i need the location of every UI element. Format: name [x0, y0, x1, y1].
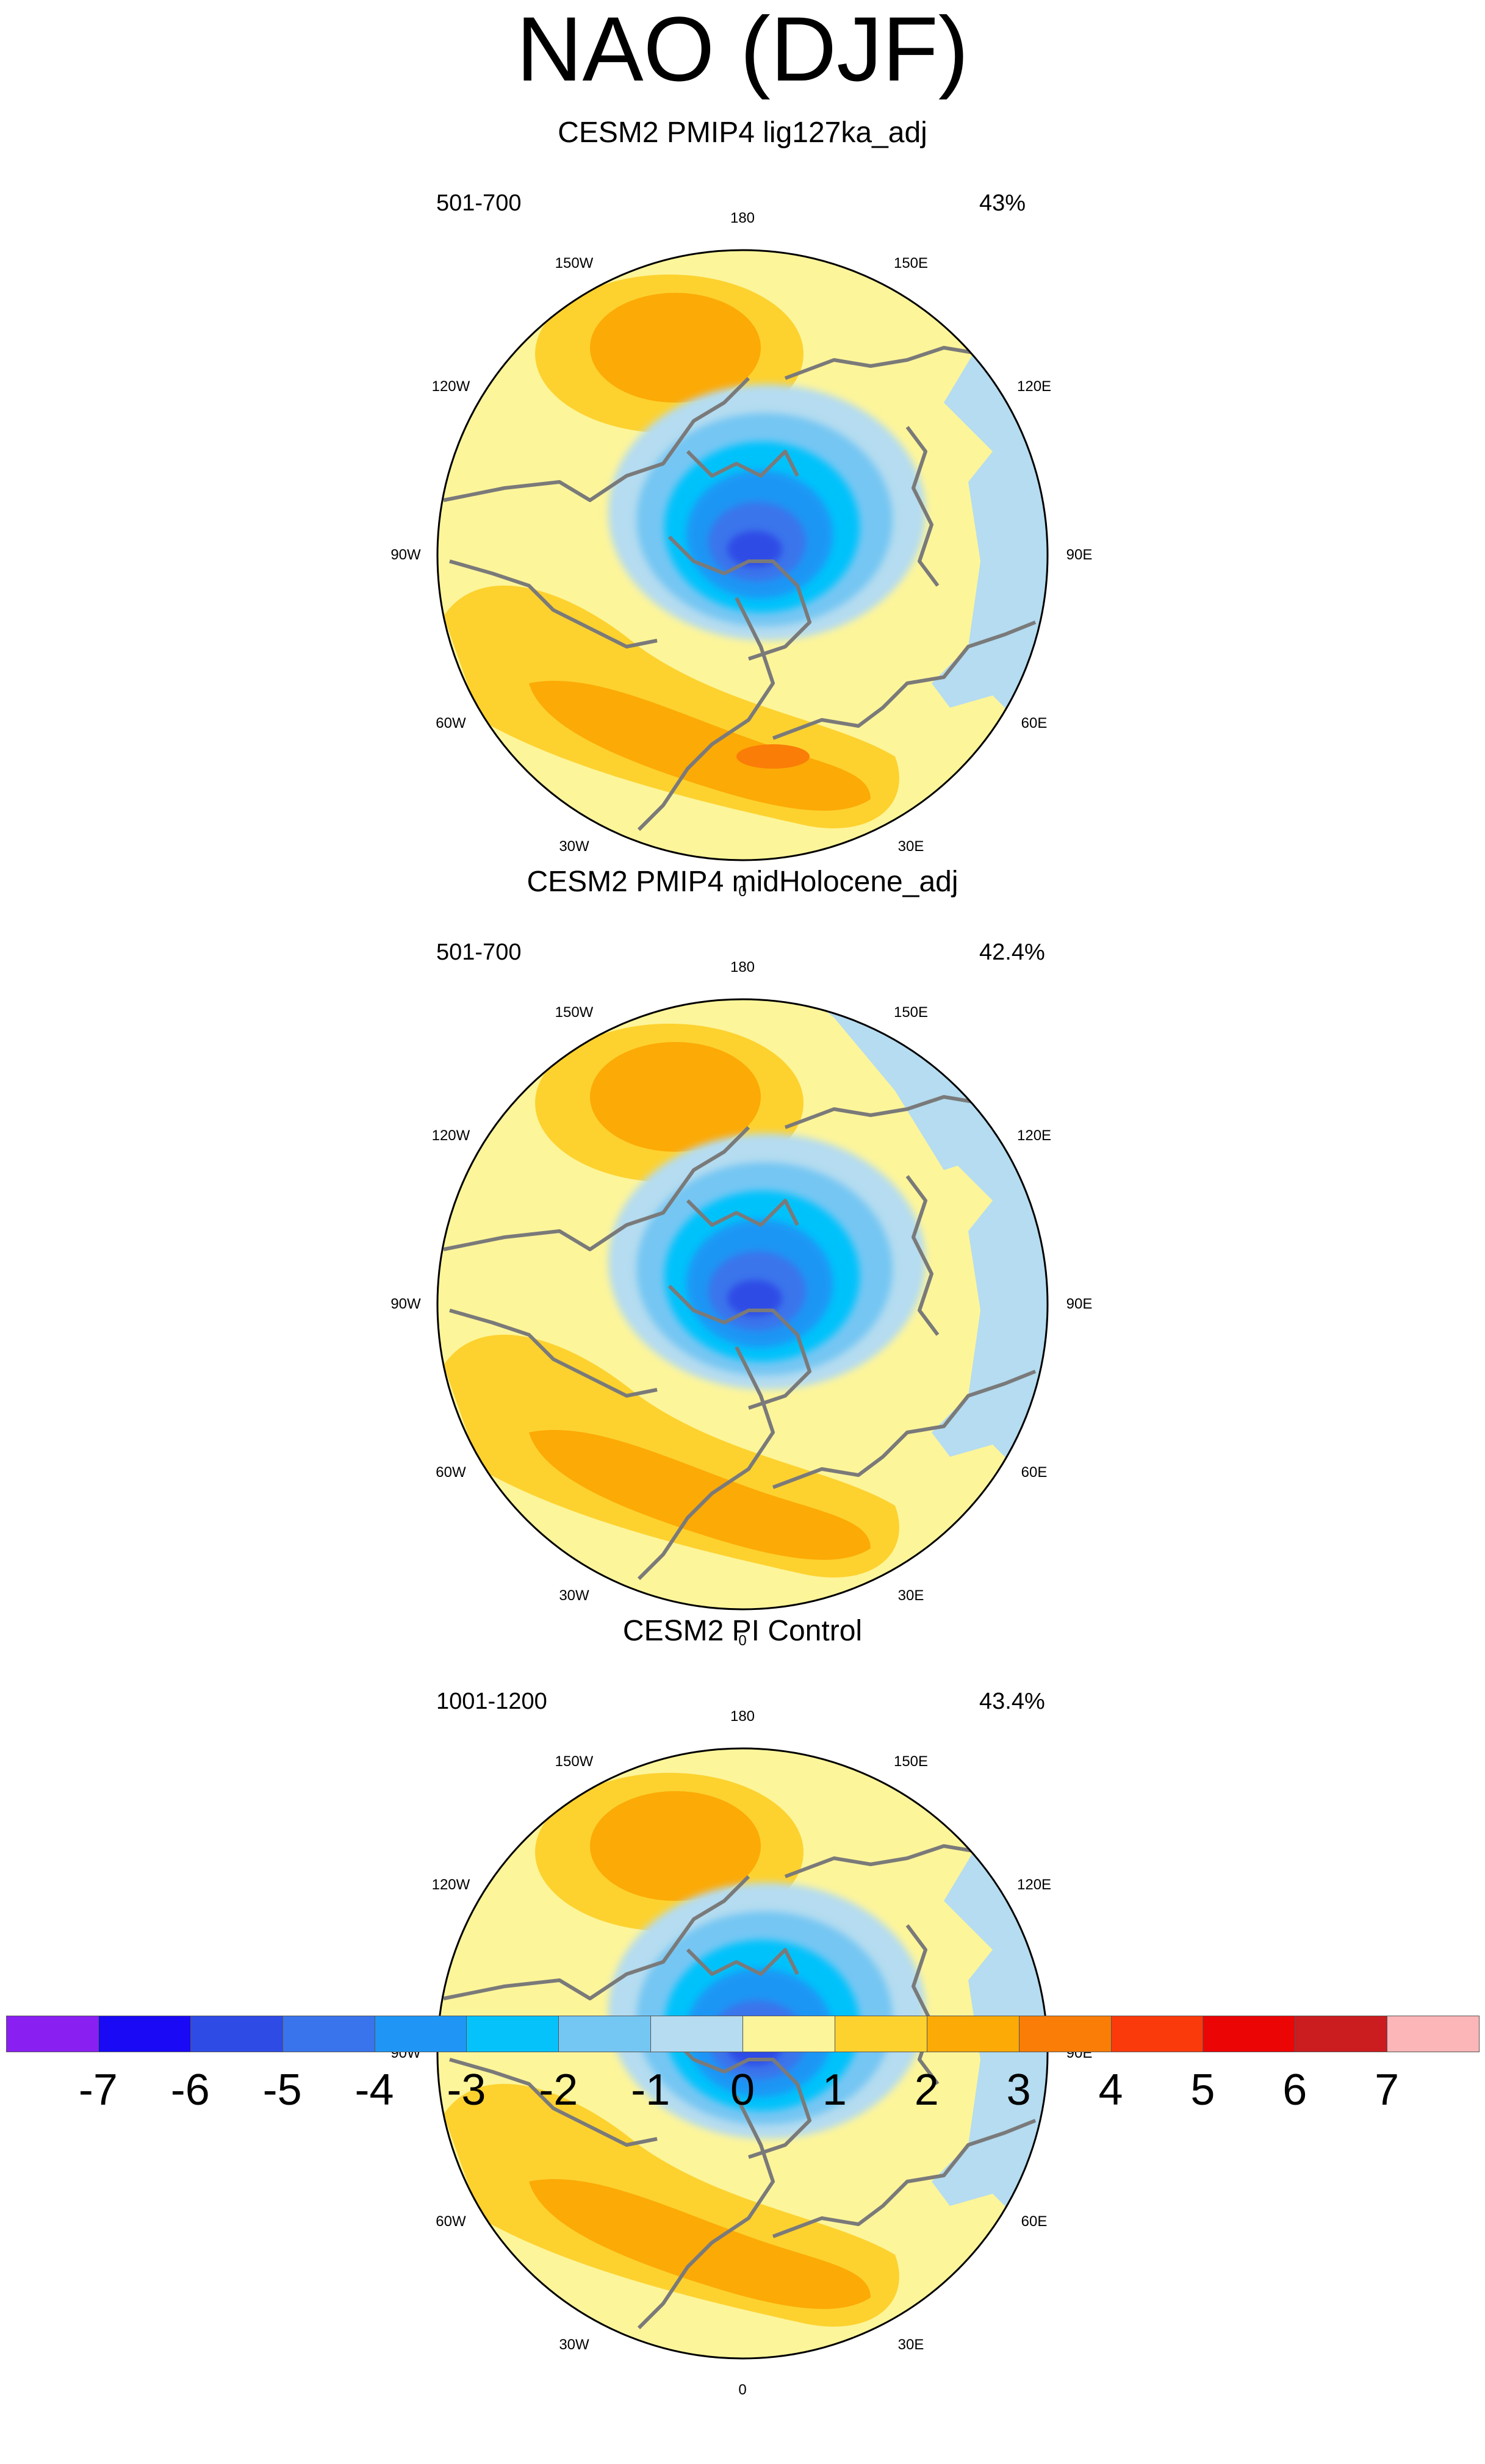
colorbar-tick-label: 0 — [730, 2066, 755, 2114]
colorbar-tick-label: -5 — [262, 2066, 302, 2114]
longitude-label: 90E — [1066, 1296, 1093, 1312]
longitude-label: 150W — [555, 1004, 594, 1021]
colorbar-cell — [1203, 2016, 1296, 2052]
colorbar-cell — [282, 2016, 375, 2052]
longitude-label: 30E — [897, 2336, 924, 2354]
variance-percent-label: 43.4% — [979, 1689, 1045, 1714]
pacific-high-core — [590, 1791, 761, 1901]
polar-map — [436, 249, 1049, 861]
longitude-label: 150W — [555, 254, 594, 271]
longitude-label: 30W — [559, 1587, 589, 1604]
arctic-low-6 — [727, 1280, 782, 1316]
colorbar-tick-label: -6 — [170, 2066, 210, 2114]
pacific-negative-region — [956, 1748, 1048, 1852]
year-range-label: 501-700 — [436, 939, 522, 965]
colorbar-tick-label: 3 — [1006, 2066, 1031, 2114]
colorbar-tick-label: 1 — [822, 2066, 847, 2114]
variance-percent-label: 42.4% — [979, 939, 1045, 965]
longitude-label: 150E — [893, 254, 929, 271]
longitude-label: 90W — [390, 1296, 421, 1312]
colorbar-tick-label: -7 — [78, 2066, 118, 2114]
map-panel: CESM2 PMIP4 midHolocene_adj 501-700 42.4% 1… — [0, 865, 1485, 1649]
atlantic-high-core — [529, 1430, 871, 1560]
colorbar-tick-label: 7 — [1375, 2066, 1400, 2114]
longitude-label: 90E — [1066, 547, 1093, 563]
panel-title: CESM2 PMIP4 lig127ka_adj — [558, 117, 927, 149]
longitude-label: 90W — [390, 547, 421, 563]
pacific-high-core — [590, 293, 761, 403]
variance-percent-label: 43% — [979, 190, 1026, 216]
colorbar-cell — [743, 2016, 835, 2052]
arctic-low-6 — [727, 531, 782, 567]
longitude-label: 120W — [431, 378, 470, 395]
atlantic-high-core — [529, 681, 871, 811]
colorbar-cell — [926, 2016, 1019, 2052]
longitude-label: 0 — [738, 2382, 747, 2398]
longitude-label: 30E — [897, 838, 924, 855]
colorbar-tick-label: 5 — [1190, 2066, 1215, 2114]
map-panel: CESM2 PI Control 1001-1200 43.4% 180 150E 120… — [0, 1614, 1485, 2398]
colorbar-cell — [1018, 2016, 1112, 2052]
colorbar-cell — [374, 2016, 467, 2052]
colorbar-cell — [1295, 2016, 1388, 2052]
colorbar-tick-label: 6 — [1282, 2066, 1307, 2114]
longitude-label: 120W — [431, 1877, 470, 1893]
map-border — [436, 998, 1049, 1611]
longitude-label: 30E — [897, 1587, 924, 1604]
longitude-label: 150E — [893, 1753, 929, 1770]
panel-title: CESM2 PI Control — [622, 1615, 863, 1647]
longitude-label: 30W — [559, 838, 589, 855]
longitude-label: 180 — [730, 959, 755, 975]
colorbar-cell — [834, 2016, 927, 2052]
year-range-label: 1001-1200 — [436, 1689, 547, 1714]
polar-map — [436, 1747, 1049, 2360]
pacific-negative-region — [956, 250, 1048, 354]
longitude-label: 60E — [1021, 1464, 1048, 1481]
longitude-label: 120W — [431, 1127, 470, 1144]
longitude-label: 120E — [1017, 378, 1052, 395]
pacific-high-core — [590, 1042, 761, 1152]
colorbar-cell — [190, 2016, 283, 2052]
longitude-label: 180 — [730, 1708, 755, 1725]
map-border — [436, 1747, 1049, 2360]
year-range-label: 501-700 — [436, 190, 522, 216]
longitude-label: 0 — [738, 1632, 747, 1649]
colorbar-tick-label: -3 — [447, 2066, 486, 2114]
colorbar-tick-label: 4 — [1098, 2066, 1123, 2114]
colorbar — [6, 2016, 1480, 2053]
longitude-label: 30W — [559, 2336, 589, 2354]
longitude-label: 150W — [555, 1753, 594, 1770]
colorbar-cell — [558, 2016, 652, 2052]
coastlines — [443, 1844, 1043, 2330]
figure-title: NAO (DJF) — [516, 0, 969, 100]
colorbar-cell — [6, 2016, 99, 2052]
colorbar-cell — [1110, 2016, 1204, 2052]
map-border — [436, 249, 1049, 861]
colorbar-cell — [98, 2016, 191, 2052]
colorbar-tick-label: -2 — [539, 2066, 578, 2114]
colorbar-tick-label: -4 — [354, 2066, 394, 2114]
longitude-label: 0 — [738, 883, 747, 900]
map-panel: CESM2 PMIP4 lig127ka_adj 501-700 43% 180 150… — [0, 116, 1485, 900]
colorbar-cell — [1387, 2016, 1480, 2052]
colorbar-cell — [650, 2016, 743, 2052]
longitude-label: 120E — [1017, 1127, 1052, 1144]
colorbar-tick-label: 2 — [914, 2066, 939, 2114]
colorbar-cell — [466, 2016, 559, 2052]
colorbar-tick-label: -1 — [631, 2066, 671, 2114]
longitude-label: 180 — [730, 210, 755, 226]
atlantic-high-core — [529, 2179, 871, 2309]
panel-title: CESM2 PMIP4 midHolocene_adj — [527, 866, 958, 898]
longitude-label: 150E — [893, 1004, 929, 1021]
longitude-label: 60E — [1021, 715, 1048, 731]
polar-map — [436, 998, 1049, 1611]
longitude-label: 60E — [1021, 2213, 1048, 2230]
atlantic-high-peak — [736, 744, 810, 769]
longitude-label: 60W — [436, 715, 466, 731]
longitude-label: 60W — [436, 1464, 466, 1481]
longitude-label: 120E — [1017, 1877, 1052, 1893]
longitude-label: 60W — [436, 2213, 466, 2230]
